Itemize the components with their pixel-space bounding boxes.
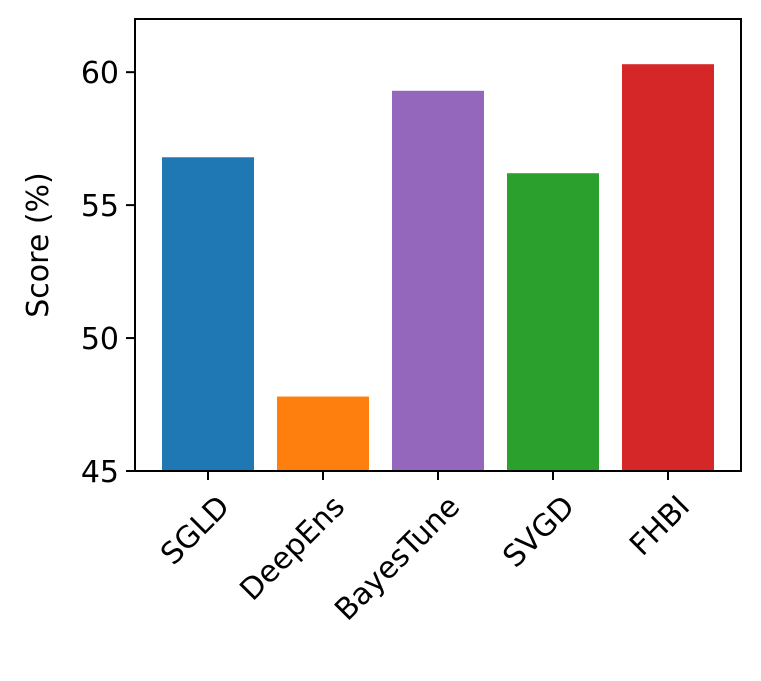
bar-fhbi xyxy=(622,64,714,471)
y-axis-ticks: 45 50 55 60 xyxy=(81,56,135,490)
bar-sgld xyxy=(162,157,254,471)
y-tick-label: 45 xyxy=(81,455,119,490)
y-axis-title: Score (%) xyxy=(21,172,56,317)
x-tick-label-fhbi: FHBI xyxy=(623,489,697,563)
bars-layer xyxy=(162,64,714,471)
bar-deepens xyxy=(277,396,369,471)
x-tick-label-svgd: SVGD xyxy=(496,489,582,575)
bar-bayestune xyxy=(392,90,484,471)
bar-svgd xyxy=(507,173,599,471)
x-tick-label-sgld: SGLD xyxy=(154,489,237,572)
x-tick-label-bayestune: BayesTune xyxy=(328,489,467,628)
y-tick-label: 60 xyxy=(81,56,119,91)
y-tick-label: 55 xyxy=(81,189,119,224)
x-tick-label-deepens: DeepEns xyxy=(233,489,352,608)
y-tick-label: 50 xyxy=(81,322,119,357)
